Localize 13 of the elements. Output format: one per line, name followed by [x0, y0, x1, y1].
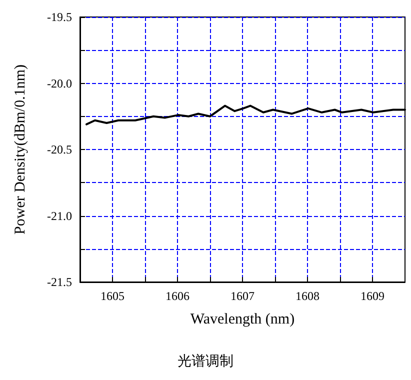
x-tick-label: 1606 [166, 289, 190, 303]
y-tick-label: -21.5 [47, 275, 72, 289]
x-tick-label: 1609 [360, 289, 384, 303]
x-tick-label: 1608 [296, 289, 320, 303]
text: 光谱调制 [178, 354, 234, 370]
x-tick-label: 1605 [100, 289, 124, 303]
y-tick-label: -20.0 [47, 76, 72, 90]
x-tick-label: 1607 [230, 289, 254, 303]
y-tick-label: -19.5 [47, 10, 72, 24]
y-tick-label: -20.5 [47, 142, 72, 156]
x-axis-title: Wavelength (nm) [190, 312, 295, 328]
y-tick-label: -21.0 [47, 208, 72, 223]
y-axis-title: Power Density(dBm/0.1nm) [12, 64, 28, 234]
